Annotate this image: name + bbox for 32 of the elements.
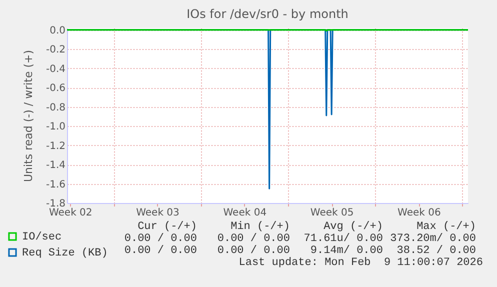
- x-tick-label: Week 02: [48, 208, 92, 218]
- text: 0.00 / 0.00: [217, 245, 290, 257]
- text: 71.61u/ 0.00: [304, 233, 383, 245]
- text: 38.52 / 0.00: [396, 245, 476, 257]
- legend-label: IO/sec: [22, 232, 62, 244]
- text: 0.00 / 0.00: [124, 233, 197, 245]
- y-tick-label: -0.4: [46, 64, 66, 75]
- text: 0.00 / 0.00: [124, 245, 197, 257]
- x-tick-label: Week 03: [136, 208, 180, 218]
- legend-label: Req Size (KB): [22, 248, 108, 260]
- y-tick-label: 0.0: [50, 25, 66, 36]
- text: 0.00 / 0.00: [217, 233, 290, 245]
- y-tick-label: -1.8: [46, 198, 66, 210]
- y-tick-label: -0.8: [46, 102, 66, 114]
- text: Max (-/+): [416, 221, 476, 233]
- y-tick-label: -1.4: [46, 160, 66, 172]
- y-tick-label: -1.0: [46, 122, 66, 133]
- y-tick-label: -0.2: [46, 44, 66, 56]
- x-tick-label: Week 06: [398, 208, 441, 218]
- y-tick-label: -1.6: [46, 179, 66, 190]
- y-tick-label: -0.6: [46, 83, 66, 94]
- text: 373.20m/ 0.00: [390, 233, 476, 245]
- x-tick-label: Week 05: [310, 208, 354, 218]
- chart-title: IOs for /dev/sr0 - by month: [186, 6, 348, 21]
- y-axis-title: Units read (-) / write (+): [22, 50, 35, 182]
- text: Cur (-/+): [138, 221, 197, 233]
- text: Avg (-/+): [324, 221, 383, 233]
- text: 9.14m/ 0.00: [310, 245, 383, 257]
- text: Last update: Mon Feb 9 11:00:07 2026: [238, 257, 483, 269]
- x-tick-label: Week 04: [223, 208, 267, 218]
- y-tick-label: -1.2: [46, 140, 66, 152]
- text: Min (-/+): [230, 221, 290, 233]
